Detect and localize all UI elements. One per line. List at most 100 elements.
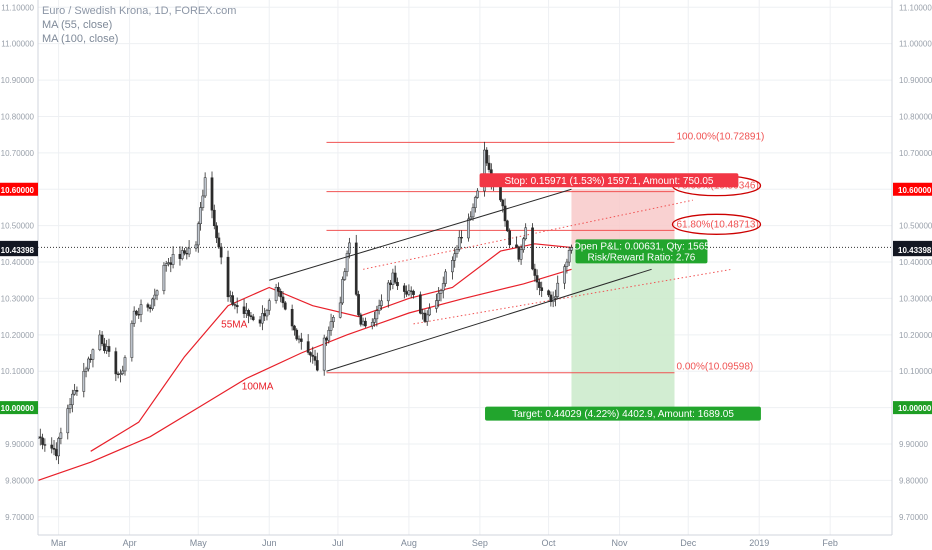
grid	[38, 0, 892, 535]
left-price-axis[interactable]	[0, 0, 38, 550]
price-tick-label-left: 10.70000	[1, 149, 35, 158]
stop-label[interactable]: Stop: 0.15971 (1.53%) 1597.1, Amount: 75…	[479, 173, 739, 188]
candle	[423, 312, 427, 322]
candle	[359, 314, 363, 325]
candle	[354, 242, 358, 295]
time-tick-label: Mar	[51, 538, 67, 548]
target-zone[interactable]	[571, 247, 675, 408]
candle	[471, 207, 475, 218]
candle	[73, 390, 76, 395]
candle	[435, 300, 438, 309]
pnl-label[interactable]: Open P&L: 0.00631, Qty: 1565Risk/Reward …	[573, 239, 710, 264]
candle	[412, 290, 415, 295]
channel-trendline-upper[interactable]	[269, 188, 572, 281]
target-label[interactable]: Target: 0.44029 (4.22%) 4402.9, Amount: …	[485, 406, 761, 421]
candle	[531, 227, 534, 270]
candle	[444, 271, 447, 284]
candle	[235, 305, 239, 308]
candle	[233, 304, 237, 306]
candle	[425, 314, 429, 322]
candle	[121, 370, 125, 374]
candle	[38, 436, 42, 439]
candle	[274, 286, 278, 301]
price-tag-text: 10.43398	[898, 246, 932, 255]
candle	[315, 360, 319, 371]
ma-55-line[interactable]	[90, 243, 572, 452]
candle	[178, 254, 182, 259]
candle	[215, 225, 218, 239]
candle	[364, 320, 367, 327]
candle	[87, 358, 90, 370]
candle	[41, 437, 44, 445]
candle	[453, 253, 457, 261]
price-tick-label: 11.10000	[899, 3, 932, 12]
candle	[407, 290, 411, 295]
candle	[261, 313, 264, 324]
price-tick-label-left: 10.40000	[1, 258, 35, 267]
stop-zone[interactable]	[571, 189, 675, 248]
candle	[148, 307, 152, 309]
dotted-trendline-upper[interactable]	[363, 199, 693, 270]
candle	[263, 313, 267, 317]
candle	[515, 244, 518, 248]
ma-label: 100MA	[242, 381, 274, 392]
price-tag-text: 10.60000	[1, 186, 35, 195]
candle	[311, 354, 315, 357]
time-tick-label: May	[190, 538, 208, 548]
ma-100-legend[interactable]: MA (100, close)	[42, 33, 119, 45]
price-tag-stop	[893, 182, 932, 196]
price-tick-label-left: 9.80000	[5, 476, 34, 485]
candle	[297, 338, 301, 340]
time-axis[interactable]	[0, 535, 932, 550]
candle	[185, 253, 189, 255]
ma-100-line[interactable]	[37, 268, 572, 481]
candle	[183, 250, 186, 254]
price-tick-label-left: 10.50000	[1, 222, 35, 231]
price-tag-text: 10.60000	[898, 186, 932, 195]
candle	[469, 216, 473, 220]
candle	[135, 310, 138, 315]
candle	[251, 316, 255, 320]
candle	[169, 262, 173, 265]
candle	[563, 266, 566, 284]
channel-trendline-lower[interactable]	[326, 268, 652, 372]
candle	[325, 337, 328, 341]
moving-averages: 55MA 100MA	[37, 243, 572, 481]
candle	[100, 334, 104, 345]
candle	[196, 223, 200, 246]
time-tick-label: 2019	[749, 538, 769, 548]
chart-legend: Euro / Swedish Krona, 1D, FOREX.com MA (…	[42, 4, 236, 46]
candle	[380, 300, 383, 306]
time-tick-label: Dec	[680, 538, 697, 548]
candle	[119, 373, 122, 375]
time-tick-label: Feb	[822, 538, 838, 548]
price-tag-current-left	[0, 243, 38, 257]
pnl-line-1: Open P&L: 0.00631, Qty: 1565	[573, 241, 710, 252]
candle	[517, 246, 521, 260]
candle	[52, 448, 56, 450]
candle	[146, 304, 150, 308]
candle	[391, 272, 395, 285]
candle	[217, 237, 221, 248]
candle	[313, 356, 317, 361]
candle	[327, 330, 331, 341]
candle	[345, 253, 349, 272]
candle	[226, 256, 230, 298]
candle	[59, 432, 63, 439]
price-tag-stop-left	[0, 182, 38, 196]
candle	[556, 282, 560, 297]
candle	[258, 319, 262, 324]
candle	[231, 295, 234, 305]
time-tick-label: Apr	[123, 538, 137, 548]
candle	[348, 242, 351, 254]
candle	[322, 337, 326, 371]
candle	[565, 261, 569, 267]
price-axis[interactable]	[892, 0, 932, 550]
candle	[103, 343, 106, 351]
symbol-title[interactable]: Euro / Swedish Krona, 1D, FOREX.com	[42, 5, 237, 17]
ma-55-legend[interactable]: MA (55, close)	[42, 19, 113, 31]
dotted-trendline-lower[interactable]	[413, 268, 732, 325]
fib-level-circle	[671, 213, 762, 235]
price-tick-label-left: 10.10000	[1, 367, 35, 376]
